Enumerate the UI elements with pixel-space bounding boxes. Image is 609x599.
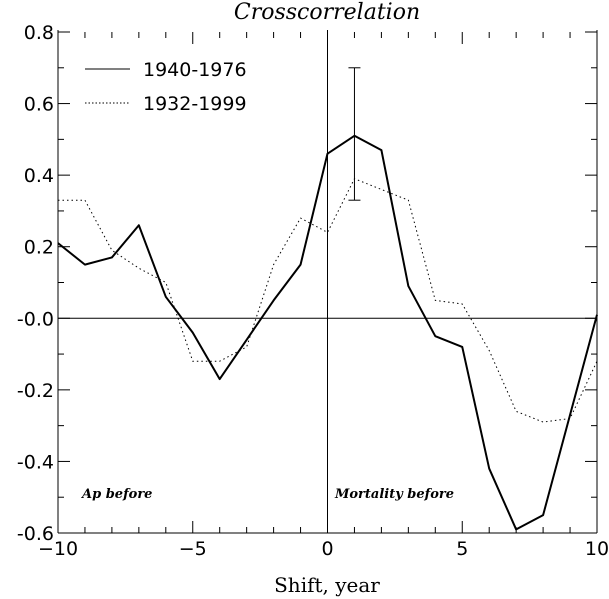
- x-tick-label: 0: [321, 538, 333, 560]
- x-tick-label: 10: [585, 538, 609, 560]
- series-line-1932-1999: [58, 178, 598, 423]
- y-tick-label: 0.6: [24, 94, 54, 116]
- annotation-mortality-before: Mortality before: [334, 487, 454, 502]
- series-group: [57, 67, 598, 531]
- x-tick-label: −5: [179, 538, 207, 560]
- x-tick-label: −10: [38, 538, 78, 560]
- legend-label-1940-1976: 1940-1976: [143, 59, 247, 81]
- y-tick-label: -0.2: [17, 380, 54, 402]
- y-tick-label: -0.6: [17, 523, 54, 545]
- y-tick-label: 0.2: [24, 237, 54, 259]
- annotation-ap-before: Ap before: [80, 487, 152, 502]
- y-tick-label: 0.4: [24, 165, 54, 187]
- y-tick-label: -0.0: [17, 308, 54, 330]
- legend-label-1932-1999: 1932-1999: [143, 93, 247, 115]
- y-tick-label: 0.8: [24, 22, 54, 44]
- x-tick-label: 5: [456, 538, 468, 560]
- legend: 1940-1976 1932-1999: [85, 59, 247, 115]
- chart-title: Crosscorrelation: [234, 0, 420, 25]
- y-tick-label: -0.4: [17, 451, 54, 473]
- series-line-1940-1976: [57, 134, 598, 531]
- x-axis-label: Shift, year: [274, 573, 380, 597]
- axes: −10 −5 0 5 10 -0.6 -0.4 -0.2 -0.0 0.2 0.4 0.6 0.8: [17, 22, 609, 560]
